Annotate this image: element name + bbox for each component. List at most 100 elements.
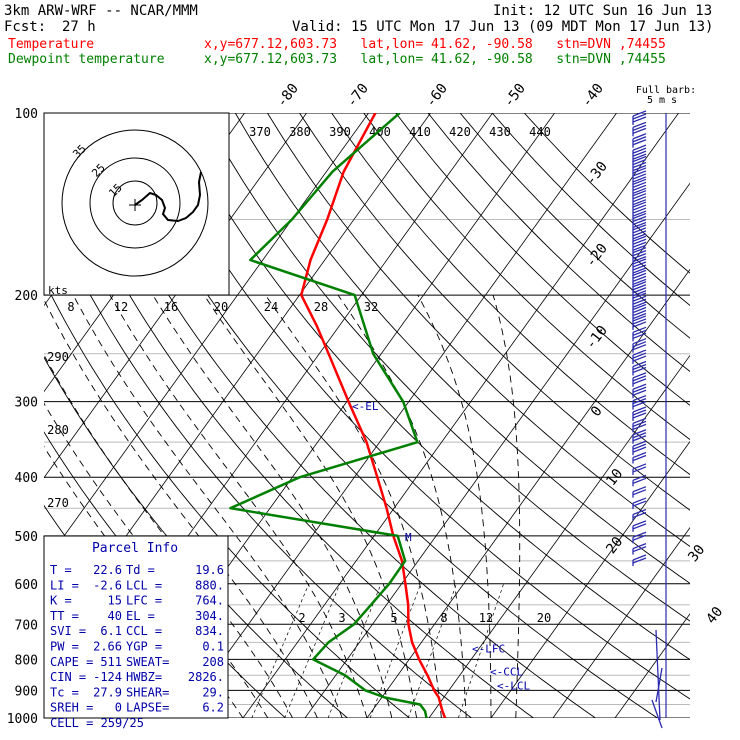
wind-barb bbox=[632, 531, 647, 538]
pressure-axis: 100 200 300 400 500 600 700 800 900 1000 bbox=[7, 107, 38, 727]
parcel-key: CCL = bbox=[126, 624, 162, 638]
wind-barb bbox=[632, 199, 647, 206]
dry-adiabat bbox=[395, 113, 690, 406]
wind-barb bbox=[632, 312, 647, 320]
wind-barb bbox=[632, 451, 647, 459]
wind-barb bbox=[632, 210, 647, 217]
parcel-key: CIN = bbox=[50, 670, 86, 684]
wind-barb bbox=[632, 432, 647, 439]
wind-barb bbox=[632, 258, 647, 265]
wind-barb bbox=[632, 406, 647, 413]
mixing-ratio-label-bottom: 8 bbox=[440, 611, 447, 625]
wind-barb bbox=[632, 508, 647, 516]
wind-barb bbox=[632, 366, 647, 374]
parcel-key: K = bbox=[50, 594, 72, 608]
dry-adiabat bbox=[138, 113, 690, 700]
wind-barb bbox=[632, 303, 647, 311]
wind-barb bbox=[632, 256, 647, 263]
wind-barb bbox=[632, 534, 647, 541]
wind-barb bbox=[632, 190, 647, 197]
isotherm bbox=[242, 113, 679, 718]
wind-barb bbox=[632, 546, 647, 553]
dry-adiabat bbox=[170, 113, 690, 661]
pressure-label: 400 bbox=[15, 471, 38, 486]
wind-barb bbox=[632, 497, 647, 504]
moist-adiabat bbox=[109, 294, 368, 718]
wind-barb bbox=[632, 543, 647, 550]
wind-barb bbox=[632, 389, 647, 396]
parcel-value: 0.1 bbox=[202, 640, 224, 654]
annotation-label: <-CCL bbox=[490, 665, 523, 678]
parcel-key: EL = bbox=[126, 609, 155, 623]
parcel-cell: CELL = 259/25 bbox=[50, 716, 144, 730]
isotherm bbox=[180, 113, 617, 718]
wind-barb bbox=[632, 292, 647, 299]
wind-barb bbox=[632, 315, 647, 322]
wind-barb bbox=[632, 383, 647, 390]
wind-barb bbox=[632, 187, 647, 194]
theta-label: 420 bbox=[449, 125, 471, 139]
wind-barb bbox=[632, 423, 647, 430]
temperature-legend: Temperature bbox=[8, 37, 95, 52]
isotherm bbox=[614, 613, 690, 718]
wind-barb bbox=[632, 284, 647, 291]
parcel-key: Tc = bbox=[50, 685, 79, 699]
wind-barb bbox=[632, 116, 647, 123]
isotherm-label: -10 bbox=[583, 323, 611, 353]
wind-barb bbox=[632, 204, 647, 211]
pressure-label: 1000 bbox=[7, 712, 38, 727]
wind-barb bbox=[632, 352, 647, 359]
wind-barb bbox=[632, 167, 647, 174]
parcel-value: 2826. bbox=[188, 670, 224, 684]
mixing-ratio-label-top: 24 bbox=[264, 300, 278, 314]
dewpoint-legend: Dewpoint temperature bbox=[8, 52, 165, 67]
moist-adiabat bbox=[417, 294, 492, 718]
temperature-line bbox=[300, 113, 447, 718]
wind-barb bbox=[632, 463, 647, 470]
wind-barb bbox=[632, 275, 647, 282]
parcel-key: LAPSE= bbox=[126, 701, 169, 715]
isotherm bbox=[490, 440, 690, 718]
dry-adiabat bbox=[491, 113, 690, 307]
wind-barb bbox=[632, 321, 647, 328]
wind-barb bbox=[632, 269, 647, 276]
wind-barb bbox=[632, 309, 647, 317]
wind-barb bbox=[632, 306, 647, 314]
wind-barb bbox=[632, 435, 647, 442]
wind-barb bbox=[632, 196, 647, 203]
isotherm-label: -70 bbox=[344, 81, 372, 111]
isotherm bbox=[366, 268, 690, 718]
wind-barb bbox=[632, 230, 647, 237]
parcel-value: 208 bbox=[202, 655, 224, 669]
annotation-label: <-EL bbox=[352, 400, 379, 413]
wind-barb bbox=[632, 178, 647, 185]
dewpoint-location: x,y=677.12,603.73 lat,lon= 41.62, -90.58… bbox=[204, 52, 666, 67]
mixing-ratio-line bbox=[327, 583, 382, 718]
dry-adiabat bbox=[299, 113, 690, 511]
isotherm-label: 0 bbox=[588, 403, 606, 419]
isotherm-label: -50 bbox=[501, 81, 529, 111]
wind-barb bbox=[632, 511, 647, 519]
wind-barb bbox=[632, 221, 647, 229]
sounding-series bbox=[229, 113, 447, 718]
mixing-ratio-label-top: 32 bbox=[364, 300, 378, 314]
wind-barb bbox=[632, 295, 647, 302]
wind-barb bbox=[632, 554, 647, 561]
grid-lines bbox=[44, 113, 690, 718]
wind-barb bbox=[632, 253, 647, 260]
wind-barb bbox=[632, 173, 647, 180]
wind-barb bbox=[632, 409, 647, 416]
isotherm-label: 10 bbox=[603, 466, 626, 489]
dry-adiabat bbox=[44, 279, 410, 718]
parcel-value: -124 bbox=[93, 670, 122, 684]
wind-barb bbox=[632, 241, 647, 248]
parcel-key: YGP = bbox=[126, 640, 162, 654]
wind-barb bbox=[632, 420, 647, 427]
wind-barb bbox=[632, 201, 647, 208]
dry-adiabat bbox=[267, 113, 690, 547]
wind-barb bbox=[632, 329, 647, 336]
wind-barb bbox=[632, 446, 647, 453]
wind-barb bbox=[632, 500, 647, 507]
theta-label-left: 270 bbox=[47, 496, 69, 510]
wind-barb bbox=[632, 375, 647, 382]
